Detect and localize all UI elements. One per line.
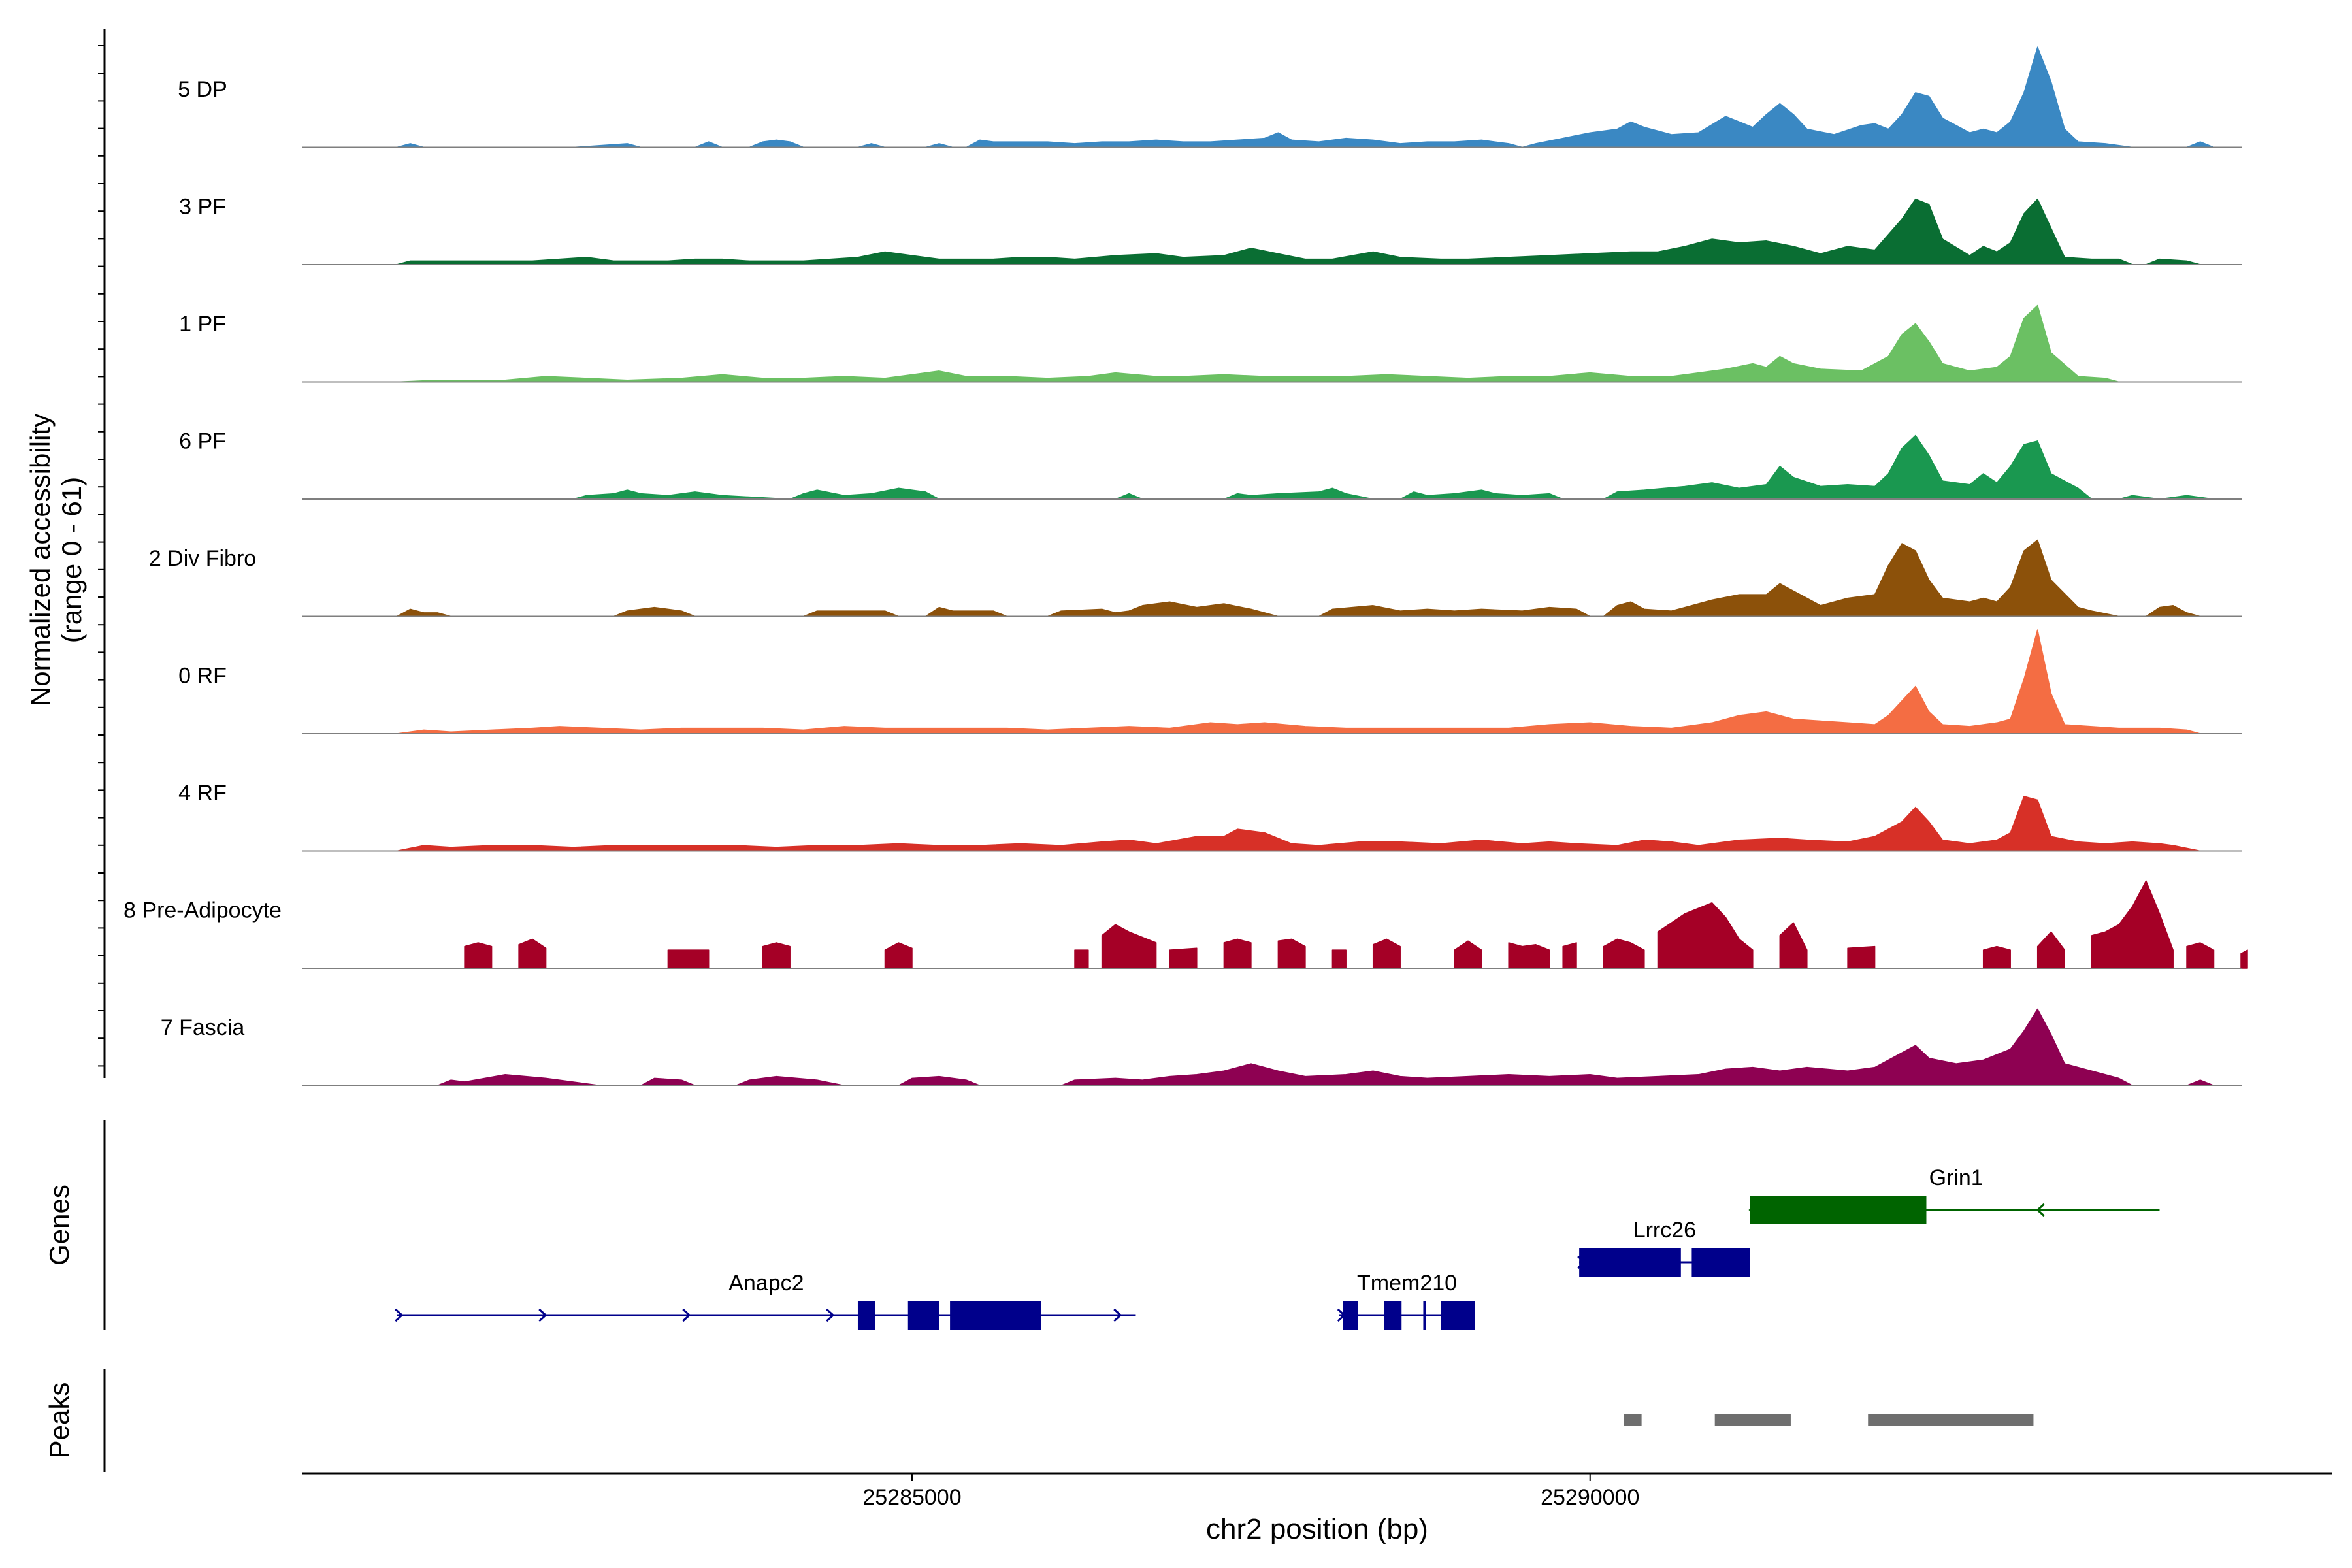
peaks-track-label: Peaks <box>44 1382 74 1459</box>
exon-anapc2 <box>907 1301 939 1330</box>
genes-track-label: Genes <box>44 1184 74 1266</box>
exon-anapc2 <box>857 1301 875 1330</box>
track-label-2-div-fibro: 2 Div Fibro <box>149 546 256 571</box>
coverage-area-3-pf <box>396 198 2201 265</box>
peak-region <box>1624 1414 1642 1426</box>
y-axis-label-line2: (range 0 - 61) <box>56 477 87 643</box>
gene-tmem210: Tmem210 <box>1337 1271 1475 1330</box>
exon-anapc2 <box>950 1301 1041 1330</box>
track-7-fascia: 7 Fascia <box>161 1008 2242 1086</box>
x-tick-label: 25290000 <box>1541 1485 1639 1510</box>
strand-arrow-icon <box>538 1308 547 1322</box>
coverage-area-5-dp <box>396 46 2215 148</box>
gene-lrrc26: Lrrc26 <box>1577 1218 1750 1277</box>
track-6-pf: 6 PF <box>179 429 2242 500</box>
track-2-div-fibro: 2 Div Fibro <box>149 539 2242 617</box>
coverage-area-0-rf <box>396 629 2201 734</box>
track-8-pre-adipocyte: 8 Pre-Adipocyte <box>123 880 2248 969</box>
coverage-area-6-pf <box>572 434 2215 500</box>
gene-label-tmem210: Tmem210 <box>1357 1271 1457 1296</box>
track-label-8-pre-adipocyte: 8 Pre-Adipocyte <box>123 898 282 923</box>
exon-tmem210 <box>1423 1301 1426 1330</box>
track-label-1-pf: 1 PF <box>179 312 226 336</box>
peak-region <box>1868 1414 2034 1426</box>
coverage-area-4-rf <box>396 796 2201 852</box>
gene-label-anapc2: Anapc2 <box>728 1271 804 1296</box>
x-axis-ticks: 25285000 25290000 <box>862 1473 1639 1510</box>
track-label-7-fascia: 7 Fascia <box>161 1015 245 1040</box>
coverage-area-1-pf <box>396 304 2119 383</box>
track-label-6-pf: 6 PF <box>179 429 226 454</box>
track-label-3-pf: 3 PF <box>179 195 226 220</box>
exon-lrrc26 <box>1579 1248 1681 1277</box>
exon-tmem210 <box>1343 1301 1358 1330</box>
gene-grin1: Grin1 <box>1748 1166 2160 1224</box>
exon-lrrc26 <box>1691 1248 1750 1277</box>
gene-label-lrrc26: Lrrc26 <box>1633 1218 1696 1243</box>
coverage-area-2-div-fibro <box>396 539 2201 617</box>
strand-arrow-icon <box>2036 1203 2045 1217</box>
gene-annotations: Anapc2 Tmem210 Lrrc26 Grin1 <box>395 1166 2160 1330</box>
strand-arrow-icon <box>395 1308 404 1322</box>
track-5-dp: 5 DP <box>178 46 2242 148</box>
peak-region <box>1714 1414 1791 1426</box>
exon-grin1 <box>1750 1196 1927 1224</box>
coverage-tracks: 5 DP 3 PF 1 PF 6 PF 2 Div Fibro 0 RF 4 RF 8 Pre… <box>123 46 2248 1086</box>
y-axis-label-line1: Normalized accessibility <box>25 414 56 706</box>
track-label-4-rf: 4 RF <box>178 781 227 806</box>
exon-tmem210 <box>1384 1301 1402 1330</box>
x-axis-label: chr2 position (bp) <box>1206 1513 1428 1545</box>
gene-label-grin1: Grin1 <box>1929 1166 1984 1190</box>
coverage-y-ticks <box>98 45 105 1067</box>
strand-arrow-icon <box>682 1308 691 1322</box>
strand-arrow-icon <box>1113 1308 1122 1322</box>
x-tick-label: 25285000 <box>862 1485 961 1510</box>
track-label-5-dp: 5 DP <box>178 77 227 102</box>
track-4-rf: 4 RF <box>178 781 2242 852</box>
track-label-0-rf: 0 RF <box>178 664 227 689</box>
strand-arrow-icon <box>826 1308 835 1322</box>
track-1-pf: 1 PF <box>179 304 2242 383</box>
gene-anapc2: Anapc2 <box>395 1271 1136 1330</box>
track-3-pf: 3 PF <box>179 195 2242 265</box>
exon-tmem210 <box>1441 1301 1475 1330</box>
peak-regions <box>1624 1414 2034 1426</box>
track-0-rf: 0 RF <box>178 629 2242 734</box>
